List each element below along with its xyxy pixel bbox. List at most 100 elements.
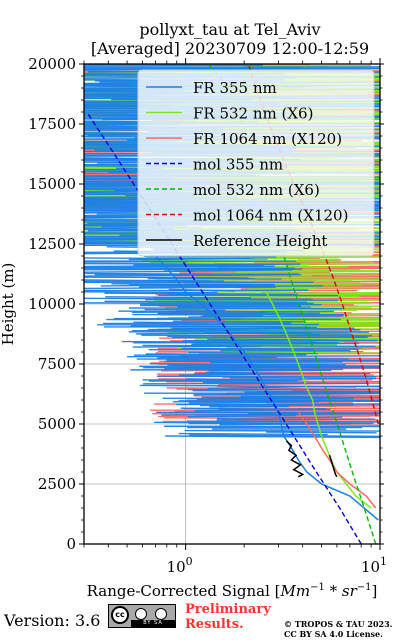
noise-stroke (195, 276, 364, 279)
noise-stroke (187, 414, 296, 418)
cc-by-sa-icon: cc BY SA (108, 604, 176, 628)
copyright-line-1: © TROPOS & TAU 2023. (284, 619, 393, 629)
noise-stroke (189, 434, 380, 437)
noise-stroke (191, 342, 359, 345)
badge-text: BY SA (131, 620, 175, 627)
noise-stroke (105, 296, 252, 299)
y-tick-label: 2500 (38, 475, 76, 493)
noise-stroke (142, 344, 376, 348)
noise-stroke (194, 408, 331, 412)
noise-stroke (84, 257, 268, 260)
legend-label: mol 532 nm (X6) (193, 181, 320, 199)
preliminary-note: Preliminary Results. (185, 602, 271, 632)
cc-circle-icon: cc (111, 606, 129, 624)
noise-stroke (121, 340, 339, 344)
legend-label: FR 355 nm (193, 79, 277, 97)
noise-stroke (207, 338, 338, 341)
noise-stroke (140, 303, 322, 306)
noise-stroke (192, 389, 380, 393)
noise-stroke (216, 418, 376, 421)
x-axis: 100 101 (83, 58, 387, 576)
noise-stroke (184, 282, 362, 286)
noise-stroke (139, 285, 324, 288)
noise-stroke (176, 403, 380, 406)
noise-stroke (208, 369, 332, 372)
noise-stroke (118, 310, 267, 313)
legend-label: mol 355 nm (193, 156, 283, 174)
noise-stroke (187, 420, 380, 423)
y-tick-label: 5000 (38, 415, 76, 433)
x-axis-label: Range-Corrected Signal [Mm−1 * sr−1] (87, 582, 378, 600)
noise-stroke (163, 269, 293, 272)
noise-stroke (141, 334, 373, 337)
noise-stroke (84, 265, 275, 269)
y-tick-label: 15000 (28, 175, 76, 193)
noise-stroke (156, 411, 380, 414)
noise-stroke (178, 432, 328, 436)
y-axis-label: Height (m) (0, 263, 17, 346)
series-line (328, 454, 338, 478)
series-line (86, 111, 362, 544)
legend-label: mol 1064 nm (X120) (193, 207, 348, 225)
noise-stroke (157, 356, 277, 359)
noise-stroke (167, 364, 380, 368)
noise-stroke (266, 431, 377, 434)
noise-stroke (144, 308, 226, 311)
noise-stroke (84, 268, 303, 271)
noise-stroke (84, 291, 218, 294)
noise-stroke (188, 351, 318, 355)
chart-title-line-1: pollyxt_tau at Tel_Aviv (139, 20, 321, 39)
noise-stroke (165, 435, 380, 439)
series-line (154, 255, 379, 521)
noise-stroke (180, 407, 299, 411)
noise-stroke (202, 381, 328, 384)
noise-stroke (145, 298, 339, 301)
noise-stroke (84, 279, 211, 282)
by-icon (135, 608, 147, 620)
noise-stroke (104, 300, 308, 303)
noise-stroke (145, 353, 248, 357)
x-tick-label: 100 (167, 555, 193, 576)
preliminary-line-2: Results. (185, 617, 244, 632)
noise-stroke (166, 359, 315, 362)
noise-stroke (111, 283, 275, 286)
y-tick-label: 17500 (28, 115, 76, 133)
copyright-line-2: CC BY SA 4.0 License. (284, 629, 383, 639)
y-tick-label: 20000 (28, 55, 76, 73)
series-line (285, 440, 305, 478)
series-line (297, 411, 377, 509)
version-label: Version: 3.6 (4, 611, 101, 630)
y-axis: 0 2500 5000 7500 10000 12500 15000 17500 20000 (28, 55, 384, 553)
sa-icon (155, 608, 167, 620)
noise-stroke (131, 328, 361, 332)
y-tick-label: 12500 (28, 235, 76, 253)
noise-stroke (127, 355, 380, 358)
y-tick-label: 0 (66, 535, 76, 553)
noise-stroke (222, 351, 380, 354)
noise-stroke (84, 297, 313, 301)
legend-label: Reference Height (193, 232, 327, 250)
noise-stroke (248, 287, 317, 291)
legend-label: FR 1064 nm (X120) (193, 130, 342, 148)
preliminary-line-1: Preliminary (185, 602, 271, 617)
noise-stroke (104, 292, 298, 296)
noise-stroke (84, 274, 302, 277)
noise-stroke (84, 64, 263, 67)
legend: FR 355 nm FR 532 nm (X6) FR 1064 nm (X120)… (137, 69, 375, 257)
y-tick-label: 7500 (38, 355, 76, 373)
noise-stroke (196, 398, 380, 402)
noise-stroke (84, 264, 264, 268)
noise-stroke (199, 404, 354, 407)
noise-stroke (178, 400, 380, 403)
noise-stroke (129, 284, 254, 287)
noise-stroke (139, 384, 380, 388)
noise-stroke (163, 308, 357, 311)
legend-box (137, 69, 375, 257)
noise-stroke (84, 276, 249, 279)
legend-label: FR 532 nm (X6) (193, 105, 313, 123)
noise-stroke (140, 304, 302, 307)
copyright-note: © TROPOS & TAU 2023. CC BY SA 4.0 Licens… (284, 619, 392, 639)
noise-stroke (129, 307, 343, 310)
chart-title-line-2: [Averaged] 20230709 12:00-12:59 (90, 39, 370, 58)
